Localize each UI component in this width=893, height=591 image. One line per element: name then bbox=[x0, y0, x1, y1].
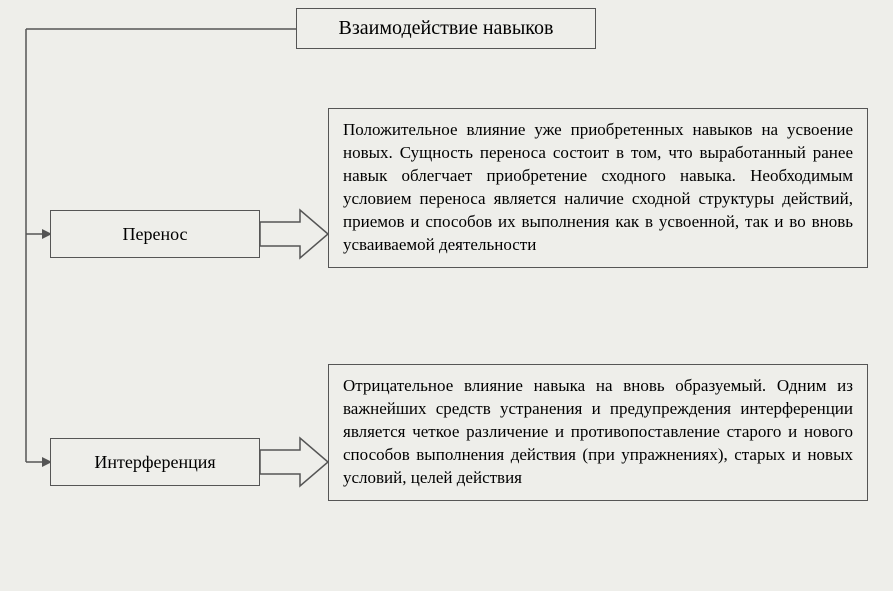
interference-label-text: Интерференция bbox=[94, 452, 215, 473]
title-text: Взаимодействие навыков bbox=[339, 17, 554, 39]
transfer-label-text: Перенос bbox=[122, 224, 187, 245]
title-box: Взаимодействие навыков bbox=[296, 8, 596, 49]
interference-desc-text: Отрицательное влияние навыка на вновь об… bbox=[343, 376, 853, 487]
transfer-label-box: Перенос bbox=[50, 210, 260, 258]
diagram-canvas: Взаимодействие навыков Перенос Положител… bbox=[0, 0, 893, 591]
interference-label-box: Интерференция bbox=[50, 438, 260, 486]
interference-desc-box: Отрицательное влияние навыка на вновь об… bbox=[328, 364, 868, 501]
connector-lines bbox=[0, 0, 893, 591]
transfer-desc-text: Положительное влияние уже приобретенных … bbox=[343, 120, 853, 254]
transfer-desc-box: Положительное влияние уже приобретенных … bbox=[328, 108, 868, 268]
